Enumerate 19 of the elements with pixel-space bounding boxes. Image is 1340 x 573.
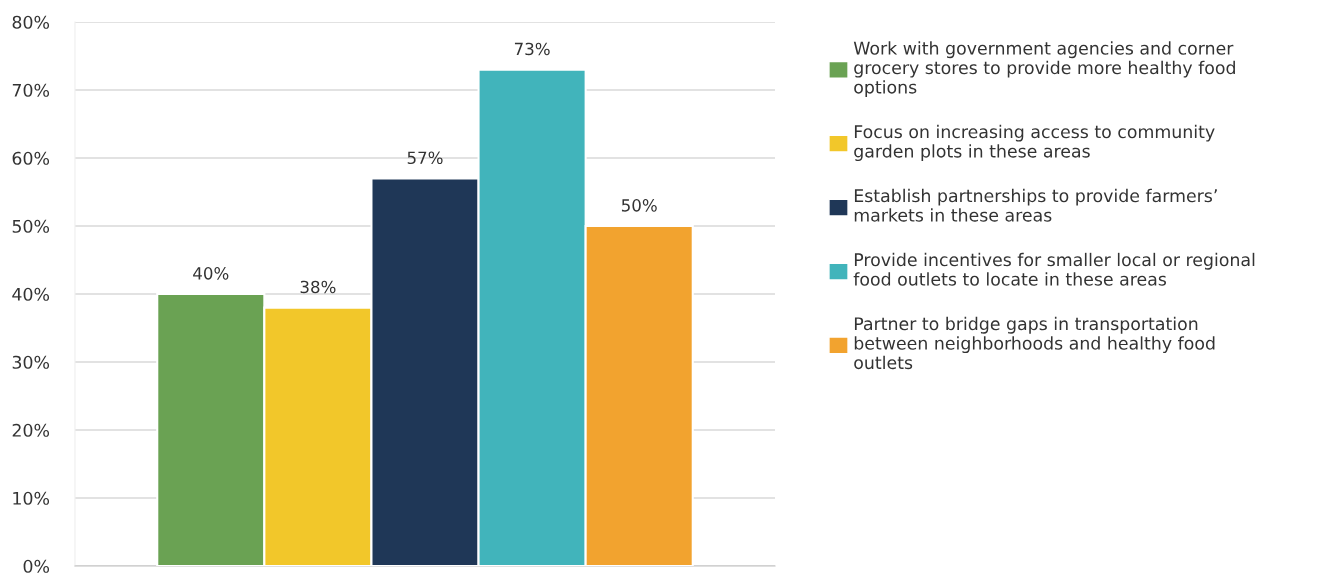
data-label: 50%	[621, 199, 657, 212]
y-tick-label: 30%	[12, 355, 50, 369]
y-tick-label: 60%	[12, 151, 50, 165]
legend-label: Focus on increasing access to community garden plots in these areas	[854, 124, 1215, 162]
legend-label: Partner to bridge gaps in transportation between neighborhoods and healthy food outlets	[854, 316, 1215, 370]
y-tick-label: 40%	[12, 287, 50, 301]
legend-label: Work with government agencies and corner grocery stores to provide more healthy food options	[853, 41, 1235, 98]
y-tick-label: 70%	[12, 83, 50, 97]
y-tick-label: 50%	[12, 219, 50, 233]
data-label: 57%	[407, 151, 443, 165]
data-label: 73%	[514, 42, 550, 56]
data-label: 38%	[300, 280, 336, 294]
y-tick-label: 10%	[13, 491, 50, 505]
legend-label: Establish partnerships to provide farmers’ markets in these areas	[854, 188, 1217, 222]
legend-label: Provide incentives for smaller local or regional food outlets to locate in these areas	[853, 252, 1255, 286]
y-tick-label: 0%	[23, 559, 50, 573]
y-tick-label: 80%	[12, 15, 50, 29]
data-label: 40%	[193, 267, 229, 280]
y-tick-label: 20%	[12, 423, 50, 437]
